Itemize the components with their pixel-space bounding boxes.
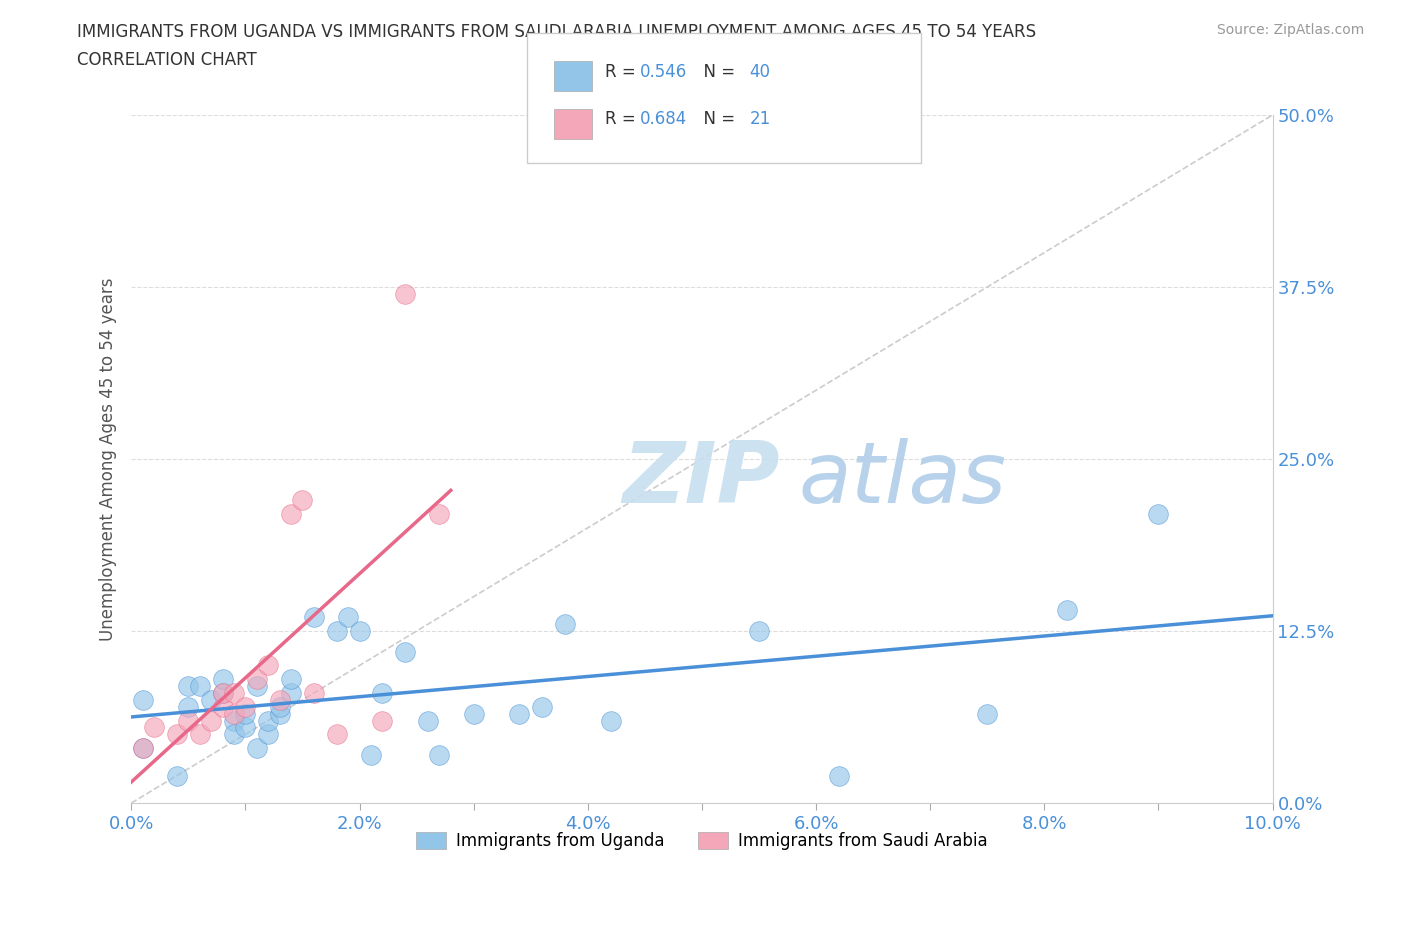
- Point: [291, 493, 314, 508]
- Point: [531, 699, 554, 714]
- Point: [394, 644, 416, 659]
- Point: [222, 713, 245, 728]
- Point: [211, 671, 233, 686]
- Point: [394, 286, 416, 301]
- Point: [177, 713, 200, 728]
- Point: [257, 727, 280, 742]
- Point: [508, 706, 530, 721]
- Point: [280, 671, 302, 686]
- Point: [748, 624, 770, 639]
- Point: [1147, 507, 1170, 522]
- Y-axis label: Unemployment Among Ages 45 to 54 years: Unemployment Among Ages 45 to 54 years: [100, 277, 117, 641]
- Text: N =: N =: [693, 110, 741, 128]
- Text: CORRELATION CHART: CORRELATION CHART: [77, 51, 257, 69]
- Text: Source: ZipAtlas.com: Source: ZipAtlas.com: [1216, 23, 1364, 37]
- Point: [280, 685, 302, 700]
- Text: atlas: atlas: [799, 438, 1007, 521]
- Text: R =: R =: [605, 62, 641, 81]
- Point: [976, 706, 998, 721]
- Point: [211, 685, 233, 700]
- Text: ZIP: ZIP: [621, 438, 779, 521]
- Text: 0.684: 0.684: [640, 110, 688, 128]
- Point: [416, 713, 439, 728]
- Point: [302, 610, 325, 625]
- Point: [235, 720, 257, 735]
- Point: [554, 617, 576, 631]
- Point: [828, 768, 851, 783]
- Text: R =: R =: [605, 110, 641, 128]
- Point: [269, 699, 291, 714]
- Point: [211, 699, 233, 714]
- Point: [371, 685, 394, 700]
- Point: [143, 720, 166, 735]
- Text: 21: 21: [749, 110, 770, 128]
- Point: [222, 685, 245, 700]
- Point: [337, 610, 360, 625]
- Point: [257, 713, 280, 728]
- Point: [429, 748, 451, 763]
- Point: [131, 693, 153, 708]
- Point: [177, 679, 200, 694]
- Point: [269, 693, 291, 708]
- Point: [188, 727, 211, 742]
- Point: [1056, 603, 1078, 618]
- Point: [349, 624, 371, 639]
- Point: [222, 706, 245, 721]
- Point: [188, 679, 211, 694]
- Point: [211, 685, 233, 700]
- Point: [463, 706, 485, 721]
- Point: [246, 671, 269, 686]
- Point: [235, 706, 257, 721]
- Point: [325, 624, 347, 639]
- Point: [200, 713, 222, 728]
- Point: [235, 699, 257, 714]
- Point: [360, 748, 382, 763]
- Point: [166, 768, 188, 783]
- Point: [246, 740, 269, 755]
- Point: [257, 658, 280, 673]
- Point: [222, 727, 245, 742]
- Point: [280, 507, 302, 522]
- Text: 0.546: 0.546: [640, 62, 688, 81]
- Text: 40: 40: [749, 62, 770, 81]
- Point: [200, 693, 222, 708]
- Point: [599, 713, 621, 728]
- Point: [429, 507, 451, 522]
- Text: IMMIGRANTS FROM UGANDA VS IMMIGRANTS FROM SAUDI ARABIA UNEMPLOYMENT AMONG AGES 4: IMMIGRANTS FROM UGANDA VS IMMIGRANTS FRO…: [77, 23, 1036, 41]
- Point: [371, 713, 394, 728]
- Text: N =: N =: [693, 62, 741, 81]
- Point: [177, 699, 200, 714]
- Point: [246, 679, 269, 694]
- Legend: Immigrants from Uganda, Immigrants from Saudi Arabia: Immigrants from Uganda, Immigrants from …: [409, 825, 994, 857]
- Point: [269, 706, 291, 721]
- Point: [131, 740, 153, 755]
- Point: [325, 727, 347, 742]
- Point: [166, 727, 188, 742]
- Point: [302, 685, 325, 700]
- Point: [131, 740, 153, 755]
